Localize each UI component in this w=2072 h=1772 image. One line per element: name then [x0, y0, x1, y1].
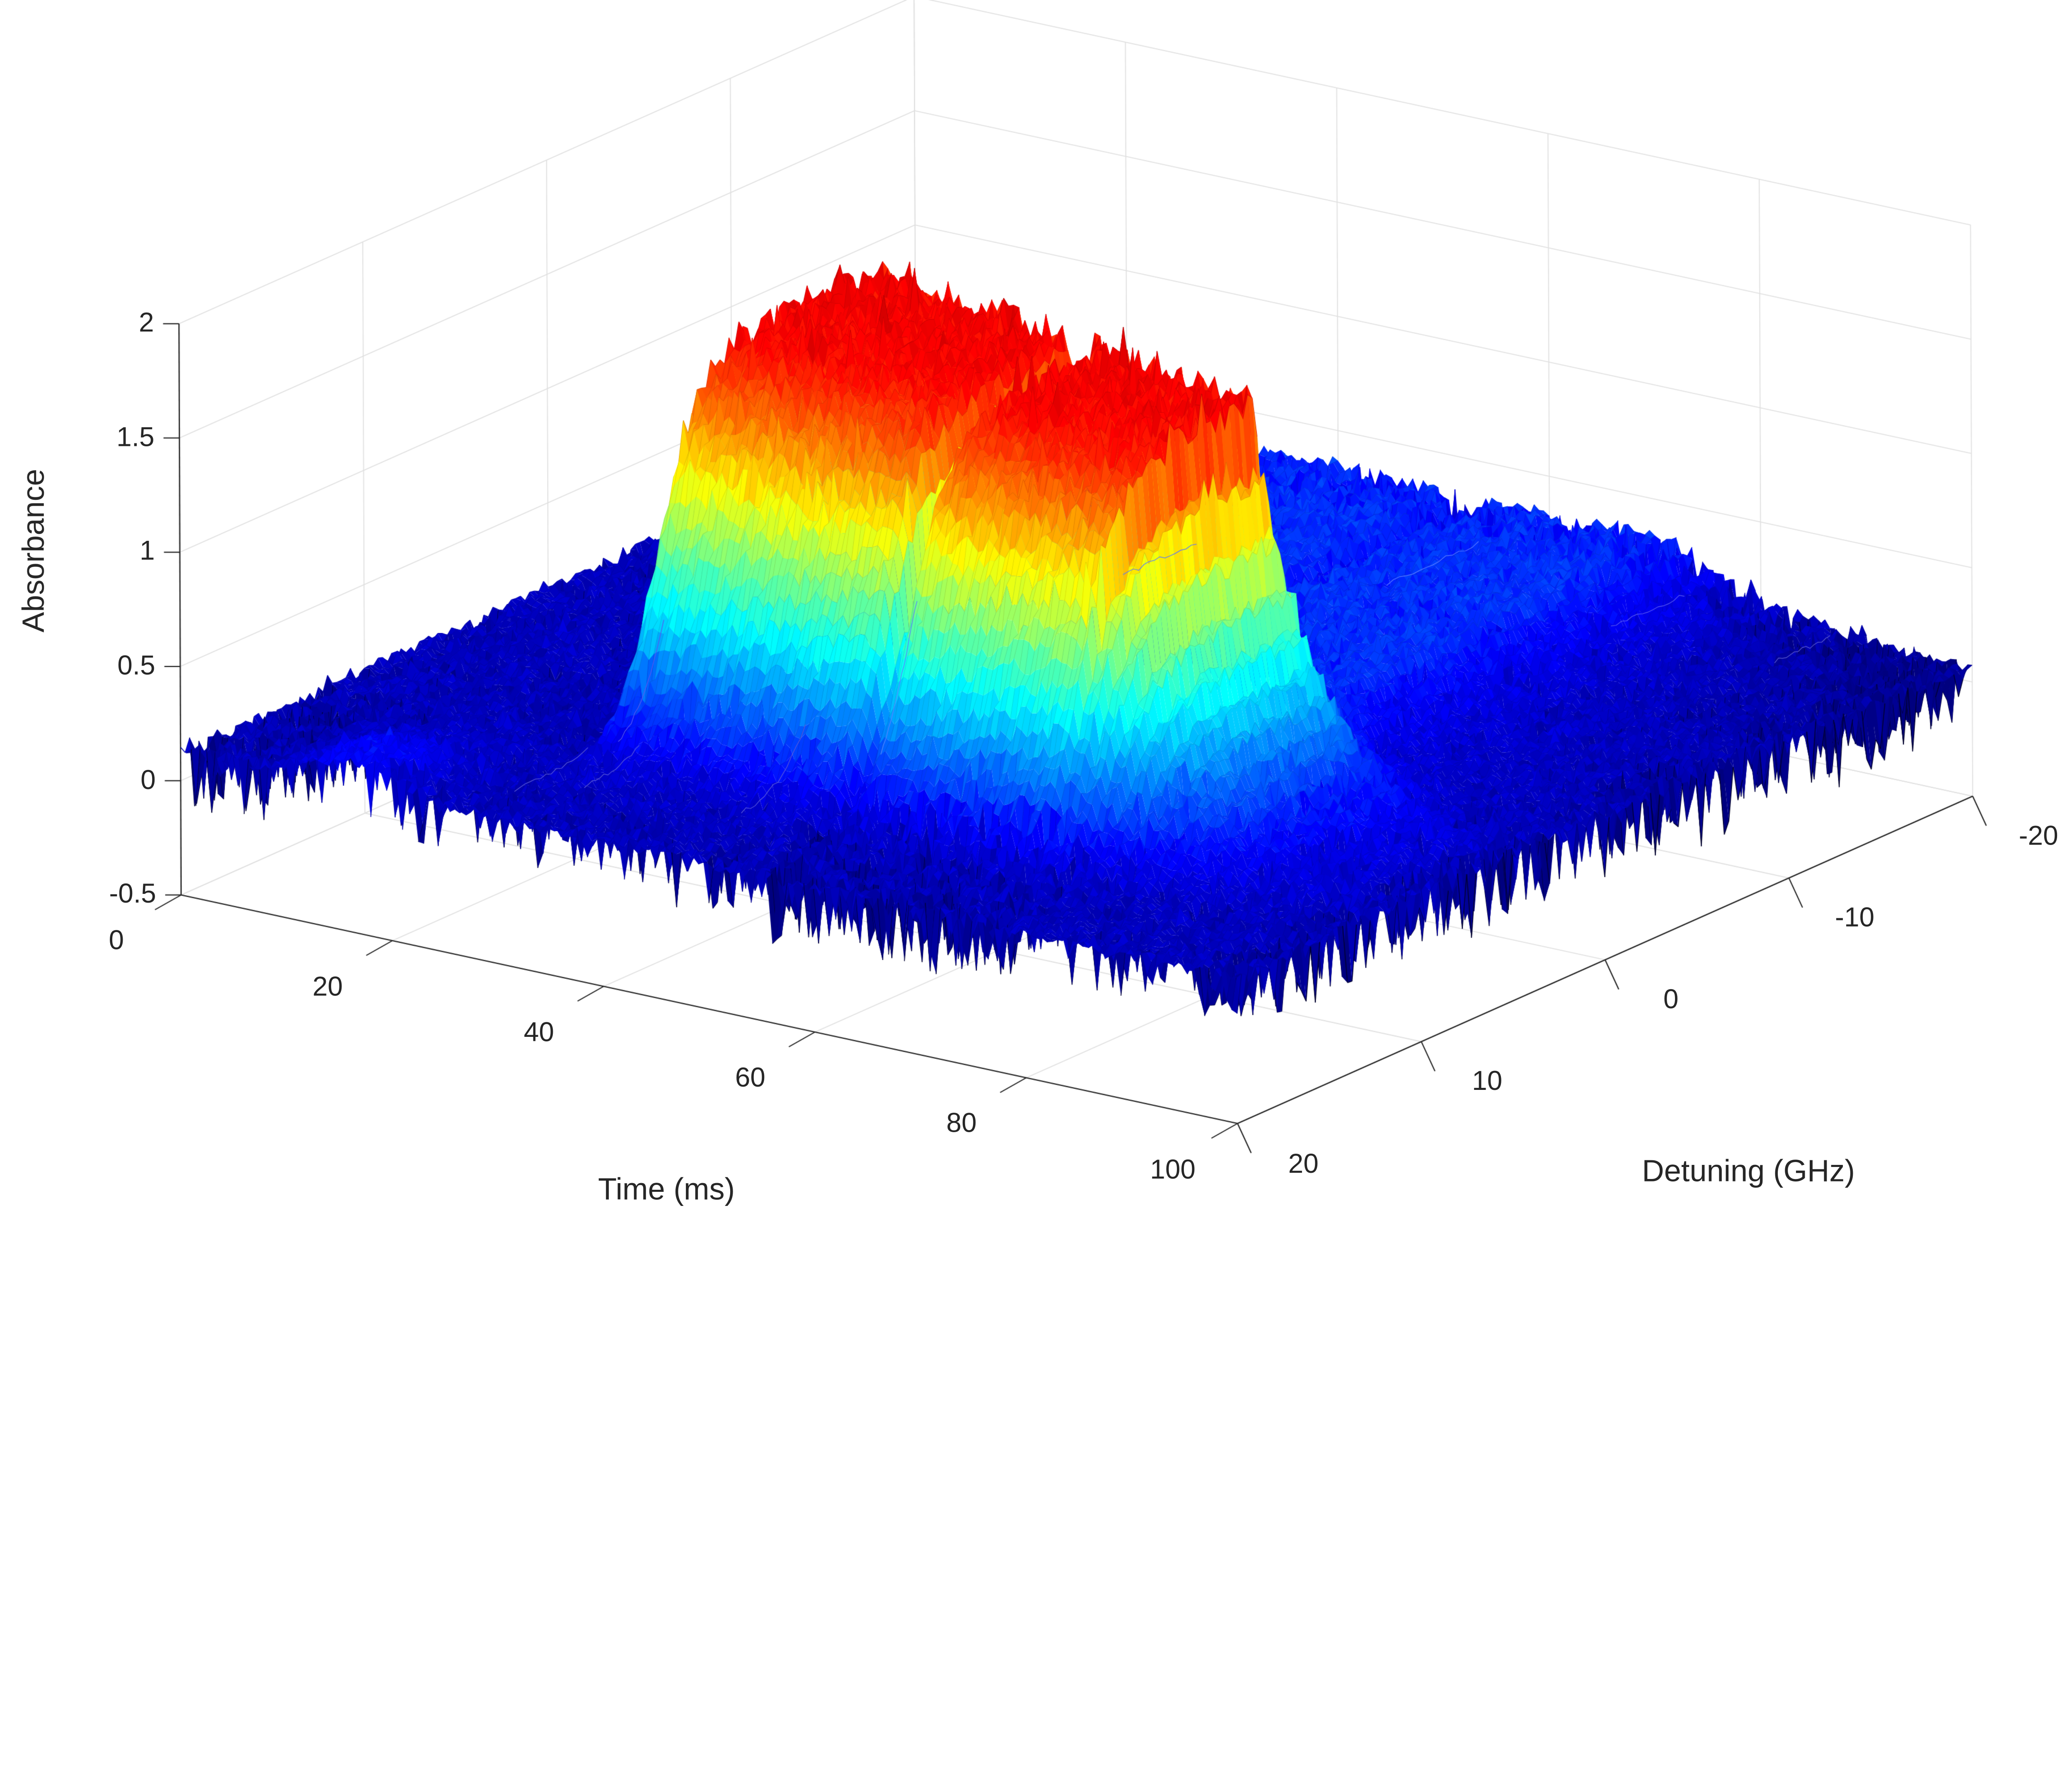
x-tick-label: 80	[946, 1108, 977, 1139]
z-axis-label: Absorbance	[16, 469, 51, 633]
x-tick-label: 100	[1150, 1154, 1196, 1185]
z-tick-label: 1	[140, 536, 155, 567]
y-tick-label: 20	[1288, 1148, 1319, 1179]
y-axis-label: Detuning (GHz)	[1642, 1154, 1855, 1189]
x-axis-label: Time (ms)	[598, 1172, 735, 1206]
x-tick-label: 20	[312, 971, 343, 1002]
x-tick-label: 40	[523, 1017, 554, 1048]
z-tick-label: 1.5	[116, 422, 155, 453]
figure-3d-waterfall: Absorbance Time (ms) Detuning (GHz) -0.5…	[0, 0, 2072, 1214]
y-tick-label: 10	[1472, 1066, 1503, 1097]
surface-plot-canvas	[0, 0, 2072, 1214]
x-tick-label: 0	[109, 925, 124, 956]
z-tick-label: 0	[140, 765, 156, 796]
z-tick-label: 2	[138, 307, 154, 339]
y-tick-label: -10	[1835, 903, 1875, 934]
z-tick-label: 0.5	[117, 650, 155, 681]
z-tick-label: -0.5	[109, 879, 156, 910]
y-tick-label: -20	[2019, 821, 2058, 852]
x-tick-label: 60	[735, 1063, 765, 1094]
y-tick-label: 0	[1663, 985, 1679, 1016]
